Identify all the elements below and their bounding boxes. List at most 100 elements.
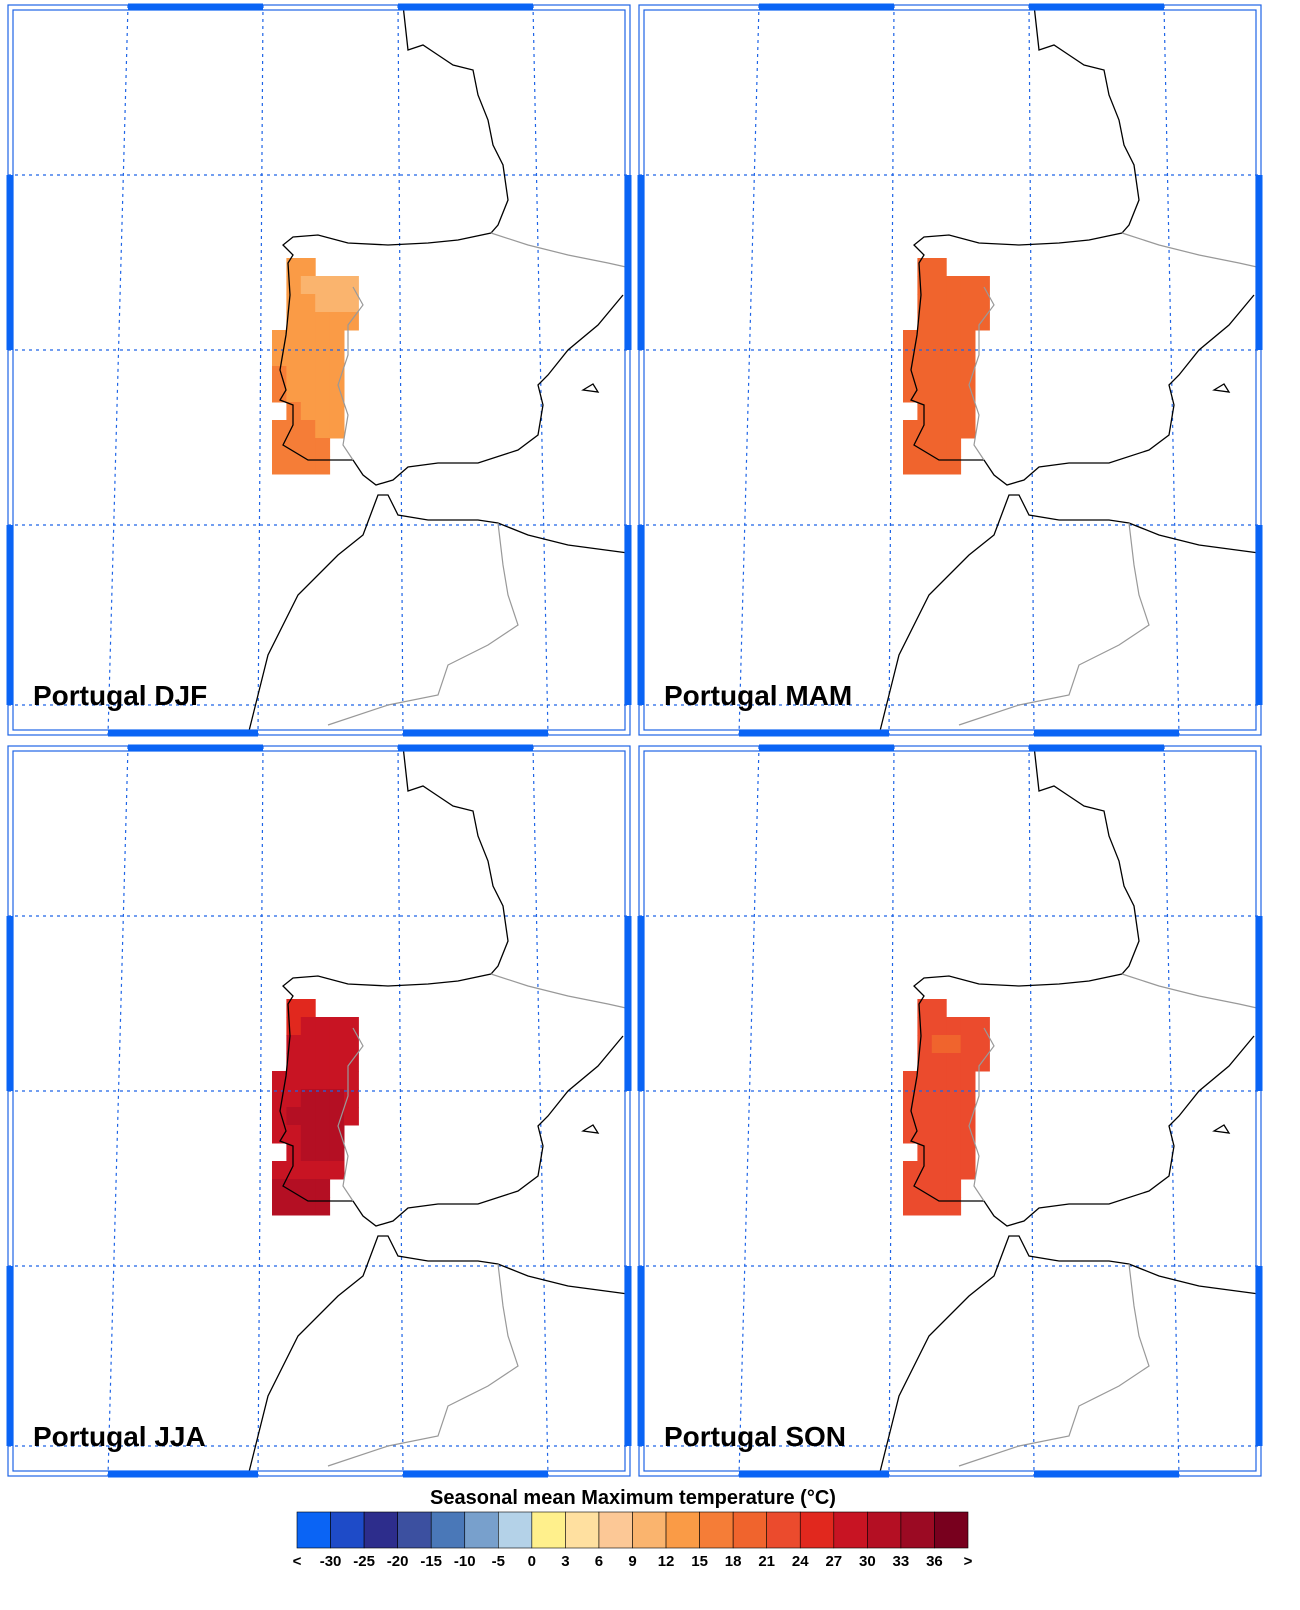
grid-cell xyxy=(315,384,331,403)
colorbar-label: 27 xyxy=(825,1553,842,1570)
colorbar-label: -10 xyxy=(454,1553,476,1570)
colorbar-box xyxy=(430,1511,466,1549)
grid-cell xyxy=(917,1107,933,1126)
grid-cell xyxy=(917,1071,933,1090)
grid-cell xyxy=(931,258,947,277)
grid-cell xyxy=(329,330,345,349)
grid-cell xyxy=(917,366,933,385)
grid-cell xyxy=(329,312,345,331)
grid-cell xyxy=(286,402,302,421)
colorbar-box xyxy=(699,1511,734,1549)
colorbar-label: 12 xyxy=(658,1553,675,1570)
grid-cell xyxy=(286,999,302,1018)
colorbar-label: -5 xyxy=(492,1553,505,1570)
colorbar-label: 15 xyxy=(691,1553,708,1570)
colorbar-label: -25 xyxy=(353,1553,375,1570)
colorbar-box xyxy=(665,1511,700,1549)
map-panel: Portugal SON xyxy=(639,746,1261,1476)
grid-cell xyxy=(315,1125,331,1144)
grid-cell xyxy=(329,276,345,295)
grid-cell xyxy=(315,1179,331,1198)
colorbar-label: -30 xyxy=(320,1553,342,1570)
grid-cell xyxy=(946,438,962,457)
grid-cell xyxy=(315,438,331,457)
grid-cell xyxy=(272,456,287,475)
grid-cell xyxy=(931,438,947,457)
grid-cell xyxy=(286,258,302,277)
grid-cell xyxy=(300,1053,316,1072)
grid-cell xyxy=(931,294,947,313)
grid-cell xyxy=(903,1179,918,1198)
grid-cell xyxy=(903,348,918,367)
grid-cell xyxy=(272,384,287,403)
colorbar-box xyxy=(296,1511,331,1549)
grid-cell xyxy=(931,456,947,475)
grid-cell xyxy=(917,348,933,367)
grid-cell xyxy=(946,294,962,313)
grid-cell xyxy=(344,294,359,313)
grid-cell xyxy=(344,1071,359,1090)
grid-cell xyxy=(960,330,976,349)
grid-cell xyxy=(903,366,918,385)
grid-cell xyxy=(903,1161,918,1180)
grid-cell xyxy=(946,276,962,295)
colorbar-box xyxy=(565,1511,600,1549)
grid-cell xyxy=(315,456,331,475)
grid-cell xyxy=(946,1035,962,1054)
grid-cell xyxy=(917,999,933,1018)
grid-cell xyxy=(272,1071,287,1090)
grid-cell xyxy=(300,420,316,439)
grid-cell xyxy=(272,1125,287,1144)
grid-cell xyxy=(300,1179,316,1198)
grid-cell xyxy=(300,348,316,367)
grid-cell xyxy=(300,384,316,403)
grid-cell xyxy=(975,276,990,295)
grid-cell xyxy=(286,1143,302,1162)
grid-cell xyxy=(960,402,976,421)
grid-cell xyxy=(960,1125,976,1144)
grid-cell xyxy=(903,330,918,349)
grid-cell xyxy=(344,1017,359,1036)
grid-cell xyxy=(946,1053,962,1072)
panel-label: Portugal JJA xyxy=(33,1421,206,1452)
grid-cell xyxy=(315,1143,331,1162)
grid-cell xyxy=(917,1161,933,1180)
grid-cell xyxy=(946,1161,962,1180)
colorbar-label: 18 xyxy=(725,1553,742,1570)
grid-cell xyxy=(286,1161,302,1180)
grid-cell xyxy=(300,1125,316,1144)
grid-cell xyxy=(960,276,976,295)
grid-cell xyxy=(272,1089,287,1108)
grid-cell xyxy=(286,1089,302,1108)
grid-cell xyxy=(286,438,302,457)
colorbar-label: 0 xyxy=(528,1553,536,1570)
grid-cell xyxy=(960,1017,976,1036)
grid-cell xyxy=(946,348,962,367)
grid-cell xyxy=(960,366,976,385)
grid-cell xyxy=(931,276,947,295)
grid-cell xyxy=(946,312,962,331)
grid-cell xyxy=(300,999,316,1018)
colorbar-label: 3 xyxy=(561,1553,569,1570)
grid-cell xyxy=(315,1089,331,1108)
colorbar-label: 33 xyxy=(893,1553,910,1570)
grid-cell xyxy=(931,330,947,349)
grid-cell xyxy=(286,312,302,331)
grid-cell xyxy=(286,1107,302,1126)
grid-cell xyxy=(300,1107,316,1126)
grid-cell xyxy=(946,1197,962,1216)
grid-cell xyxy=(931,1053,947,1072)
grid-cell xyxy=(329,1143,345,1162)
grid-cell xyxy=(315,1017,331,1036)
grid-cell xyxy=(300,1035,316,1054)
colorbar-box xyxy=(867,1511,902,1549)
grid-cell xyxy=(329,1017,345,1036)
grid-cell xyxy=(931,366,947,385)
grid-cell xyxy=(286,1197,302,1216)
grid-cell xyxy=(286,330,302,349)
grid-cell xyxy=(329,384,345,403)
panel-label: Portugal DJF xyxy=(33,680,207,711)
grid-cell xyxy=(300,312,316,331)
grid-cell xyxy=(329,1035,345,1054)
grid-cell xyxy=(329,1053,345,1072)
